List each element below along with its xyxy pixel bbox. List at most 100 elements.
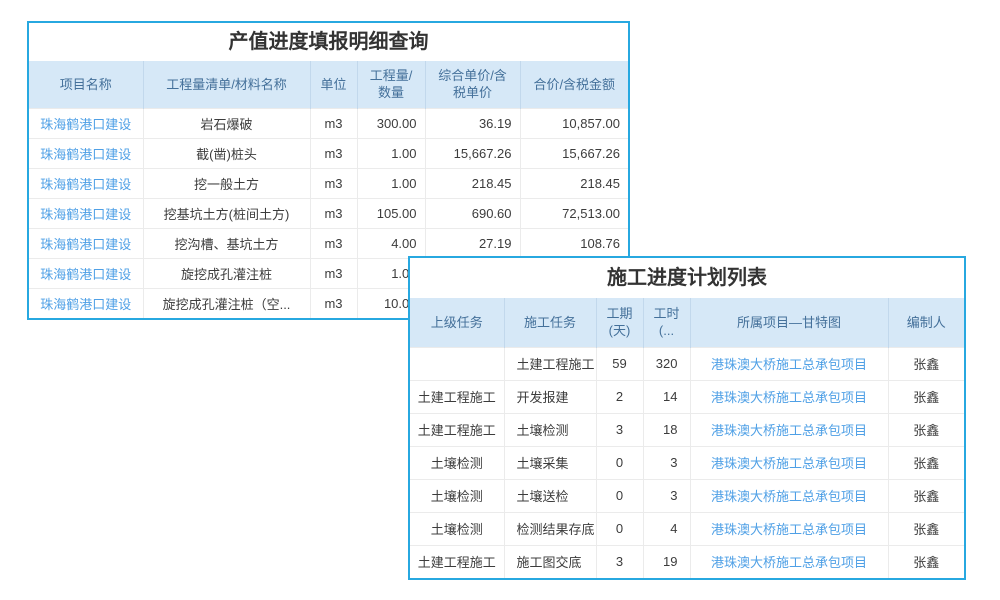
project-name-link[interactable]: 珠海鹤港口建设 <box>40 146 132 162</box>
table-row: 土壤检测 土壤采集 0 3 港珠澳大桥施工总承包项目 张鑫 <box>410 445 964 479</box>
column-header: 项目名称 <box>29 61 143 108</box>
table-cell: 挖沟槽、基坑土方 <box>142 227 310 258</box>
table-cell: 挖一般土方 <box>142 167 310 198</box>
column-header: 工期 (天) <box>595 298 643 347</box>
table-cell: m3 <box>309 197 357 228</box>
table-cell: 施工图交底 <box>503 544 596 578</box>
table-cell: 218.45 <box>424 167 520 198</box>
column-header: 施工任务 <box>503 298 596 347</box>
column-header: 编制人 <box>887 298 964 347</box>
output-value-progress-detail-table: 项目名称 工程量清单/材料名称 单位 工程量/ 数量 综合单价/含 税单价 合价/含税金额… <box>29 61 628 318</box>
table-cell: 截(凿)桩头 <box>142 137 310 168</box>
table-cell: 港珠澳大桥施工总承包项目 <box>689 346 888 380</box>
column-header: 所属项目—甘特图 <box>689 298 888 347</box>
table-cell: 张鑫 <box>887 346 964 380</box>
project-gantt-link[interactable]: 港珠澳大桥施工总承包项目 <box>710 456 867 471</box>
output-value-progress-detail-table-card: 产值进度填报明细查询 项目名称 工程量清单/材料名称 单位 工程量/ 数量 综合单价/含… <box>27 21 630 320</box>
table-cell: 27.19 <box>424 227 520 258</box>
table-cell: 土壤采集 <box>503 445 596 479</box>
table-cell: 18 <box>642 412 690 446</box>
table-cell: 10,857.00 <box>519 107 628 138</box>
table-cell: 4.00 <box>356 227 425 258</box>
project-name-link[interactable]: 珠海鹤港口建设 <box>40 206 132 222</box>
project-gantt-link[interactable]: 港珠澳大桥施工总承包项目 <box>710 522 867 537</box>
table-row: 珠海鹤港口建设 截(凿)桩头 m3 1.00 15,667.26 15,667.26 <box>29 137 628 168</box>
table-cell: 旋挖成孔灌注桩（空... <box>142 287 310 318</box>
table-cell: 320 <box>642 346 690 380</box>
table-cell: 59 <box>595 346 643 380</box>
project-name-link[interactable]: 珠海鹤港口建设 <box>40 236 132 252</box>
table-cell: 15,667.26 <box>519 137 628 168</box>
table-cell: 土建工程施工 <box>410 379 504 413</box>
table-cell: m3 <box>309 167 357 198</box>
project-gantt-link[interactable]: 港珠澳大桥施工总承包项目 <box>710 357 867 372</box>
table-cell: 0 <box>595 511 643 545</box>
table-cell: 4 <box>642 511 690 545</box>
column-header: 单位 <box>309 61 357 108</box>
project-name-link[interactable]: 珠海鹤港口建设 <box>40 266 132 282</box>
table-row: 土建工程施工 59 320 港珠澳大桥施工总承包项目 张鑫 <box>410 346 964 380</box>
table-cell: 张鑫 <box>887 544 964 578</box>
table-cell: 1.00 <box>356 167 425 198</box>
table-cell: 3 <box>642 445 690 479</box>
table-row: 珠海鹤港口建设 挖一般土方 m3 1.00 218.45 218.45 <box>29 167 628 198</box>
table-cell: 张鑫 <box>887 445 964 479</box>
table-cell: 土壤检测 <box>410 445 504 479</box>
table-cell: m3 <box>309 107 357 138</box>
table-cell: 珠海鹤港口建设 <box>29 257 143 288</box>
table-cell: 港珠澳大桥施工总承包项目 <box>689 478 888 512</box>
column-header: 合价/含税金额 <box>519 61 628 108</box>
project-gantt-link[interactable]: 港珠澳大桥施工总承包项目 <box>710 489 867 504</box>
table-cell: 港珠澳大桥施工总承包项目 <box>689 511 888 545</box>
table-cell: 张鑫 <box>887 379 964 413</box>
table-cell: 张鑫 <box>887 478 964 512</box>
table-cell: 张鑫 <box>887 412 964 446</box>
table-cell: 岩石爆破 <box>142 107 310 138</box>
table-cell: 690.60 <box>424 197 520 228</box>
table-cell: 300.00 <box>356 107 425 138</box>
table-cell: 2 <box>595 379 643 413</box>
table-cell: m3 <box>309 287 357 318</box>
table-cell: 0 <box>595 478 643 512</box>
project-gantt-link[interactable]: 港珠澳大桥施工总承包项目 <box>710 555 867 571</box>
table-row: 土建工程施工 开发报建 2 14 港珠澳大桥施工总承包项目 张鑫 <box>410 379 964 413</box>
table-cell: 土壤检测 <box>410 511 504 545</box>
column-header: 综合单价/含 税单价 <box>424 61 520 108</box>
table-cell: m3 <box>309 137 357 168</box>
table-cell: 珠海鹤港口建设 <box>29 227 143 258</box>
project-gantt-link[interactable]: 港珠澳大桥施工总承包项目 <box>710 390 867 405</box>
table-cell: 旋挖成孔灌注桩 <box>142 257 310 288</box>
table-cell: 土壤检测 <box>410 478 504 512</box>
table-cell: 珠海鹤港口建设 <box>29 287 143 318</box>
table-row: 土壤检测 检测结果存底 0 4 港珠澳大桥施工总承包项目 张鑫 <box>410 511 964 545</box>
table2-header-row: 上级任务 施工任务 工期 (天) 工时 (... 所属项目—甘特图 编制人 <box>410 298 964 347</box>
table-cell: 珠海鹤港口建设 <box>29 167 143 198</box>
table-cell: 珠海鹤港口建设 <box>29 107 143 138</box>
table-cell: 15,667.26 <box>424 137 520 168</box>
table-row: 珠海鹤港口建设 挖基坑土方(桩间土方) m3 105.00 690.60 72,513.0… <box>29 197 628 228</box>
table-cell: 港珠澳大桥施工总承包项目 <box>689 379 888 413</box>
table-cell: m3 <box>309 257 357 288</box>
table-row: 土壤检测 土壤送检 0 3 港珠澳大桥施工总承包项目 张鑫 <box>410 478 964 512</box>
table-cell: 土建工程施工 <box>410 544 504 578</box>
table-row: 土建工程施工 土壤检测 3 18 港珠澳大桥施工总承包项目 张鑫 <box>410 412 964 446</box>
table-cell: 36.19 <box>424 107 520 138</box>
project-name-link[interactable]: 珠海鹤港口建设 <box>40 116 132 132</box>
table-cell: 土建工程施工 <box>503 346 596 380</box>
table-cell: 3 <box>595 412 643 446</box>
project-gantt-link[interactable]: 港珠澳大桥施工总承包项目 <box>710 423 867 438</box>
table2-title: 施工进度计划列表 <box>410 258 964 298</box>
table-cell: 张鑫 <box>887 511 964 545</box>
table-cell: 1.00 <box>356 137 425 168</box>
table1-title: 产值进度填报明细查询 <box>29 23 628 61</box>
table-cell <box>410 346 504 380</box>
table-cell: 19 <box>642 544 690 578</box>
table-row: 土建工程施工 施工图交底 3 19 港珠澳大桥施工总承包项目 张鑫 <box>410 544 964 578</box>
table-cell: 港珠澳大桥施工总承包项目 <box>689 544 888 578</box>
project-name-link[interactable]: 珠海鹤港口建设 <box>40 296 132 312</box>
table-row: 珠海鹤港口建设 岩石爆破 m3 300.00 36.19 10,857.00 <box>29 107 628 138</box>
project-name-link[interactable]: 珠海鹤港口建设 <box>40 176 132 192</box>
table-cell: 土壤送检 <box>503 478 596 512</box>
table1-header-row: 项目名称 工程量清单/材料名称 单位 工程量/ 数量 综合单价/含 税单价 合价/含税金额 <box>29 61 628 108</box>
